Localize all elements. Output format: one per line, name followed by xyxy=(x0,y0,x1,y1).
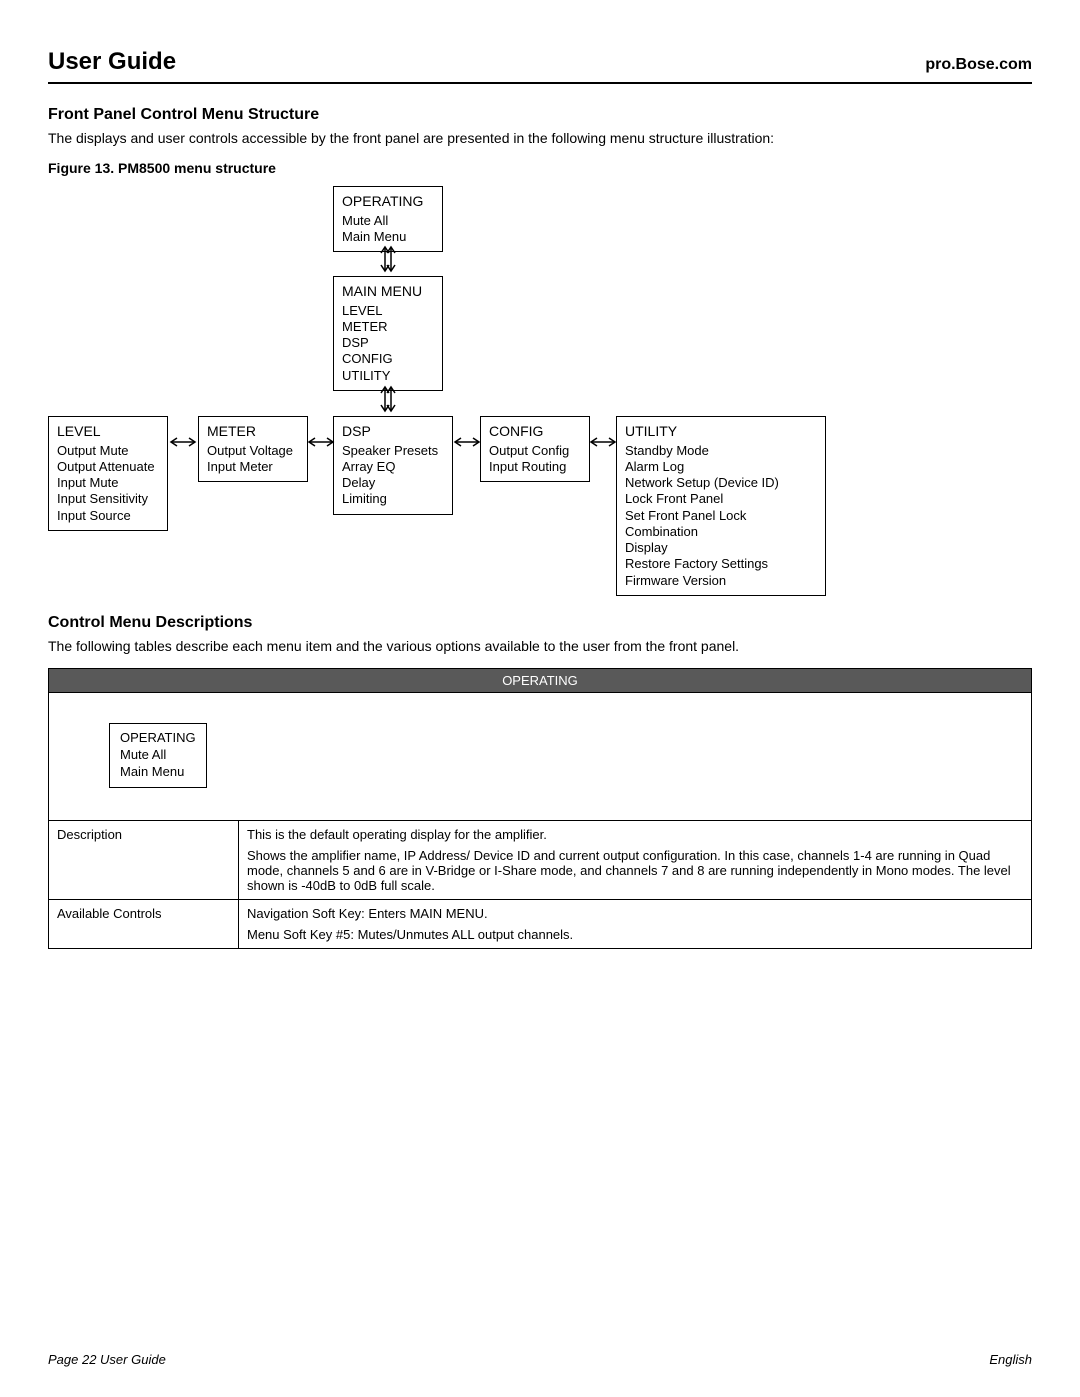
diagram-box-item: Delay xyxy=(342,475,444,491)
table-row-content: This is the default operating display fo… xyxy=(239,821,1032,900)
section2-text: The following tables describe each menu … xyxy=(48,638,1032,654)
diagram-box-item: Input Meter xyxy=(207,459,299,475)
diagram-box-item: Input Sensitivity xyxy=(57,491,159,507)
menu-structure-diagram: OPERATING Mute All Main Menu MAIN MENU L… xyxy=(48,186,1032,586)
diagram-box-item: LEVEL xyxy=(342,303,434,319)
diagram-box-item: Input Mute xyxy=(57,475,159,491)
diagram-box-title: OPERATING xyxy=(342,193,434,211)
table-row-label: Available Controls xyxy=(49,900,239,949)
diagram-box-item: Limiting xyxy=(342,491,444,507)
diagram-box-item: Standby Mode xyxy=(625,443,817,459)
diagram-box-item: Input Source xyxy=(57,508,159,524)
section1-text: The displays and user controls accessibl… xyxy=(48,130,1032,146)
double-arrow-horizontal-icon xyxy=(588,434,618,450)
diagram-box-title: MAIN MENU xyxy=(342,283,434,301)
diagram-box-mainmenu: MAIN MENU LEVEL METER DSP CONFIG UTILITY xyxy=(333,276,443,391)
section2-title: Control Menu Descriptions xyxy=(48,614,1032,632)
diagram-box-item: Speaker Presets xyxy=(342,443,444,459)
diagram-box-item: Output Mute xyxy=(57,443,159,459)
diagram-box-title: UTILITY xyxy=(625,423,817,441)
diagram-box-item: DSP xyxy=(342,335,434,351)
page-footer: Page 22 User Guide English xyxy=(48,1352,1032,1367)
diagram-box-item: UTILITY xyxy=(342,368,434,384)
diagram-box-item: Set Front Panel Lock Combination xyxy=(625,508,817,541)
diagram-box-title: METER xyxy=(207,423,299,441)
diagram-box-item: Array EQ xyxy=(342,459,444,475)
double-arrow-horizontal-icon xyxy=(306,434,336,450)
diagram-box-title: DSP xyxy=(342,423,444,441)
diagram-box-item: Input Routing xyxy=(489,459,581,475)
diagram-box-item: Output Config xyxy=(489,443,581,459)
mini-box-title: OPERATING xyxy=(120,730,196,747)
double-arrow-horizontal-icon xyxy=(452,434,482,450)
footer-right: English xyxy=(989,1352,1032,1367)
mini-box-item: Mute All xyxy=(120,747,196,764)
diagram-box-item: Restore Factory Settings xyxy=(625,556,817,572)
table-row-label: Description xyxy=(49,821,239,900)
diagram-box-operating: OPERATING Mute All Main Menu xyxy=(333,186,443,252)
diagram-box-level: LEVEL Output Mute Output Attenuate Input… xyxy=(48,416,168,531)
diagram-box-item: Firmware Version xyxy=(625,573,817,589)
diagram-box-title: CONFIG xyxy=(489,423,581,441)
diagram-box-item: Output Attenuate xyxy=(57,459,159,475)
diagram-box-utility: UTILITY Standby Mode Alarm Log Network S… xyxy=(616,416,826,596)
table-diagram-cell: OPERATING Mute All Main Menu xyxy=(49,693,1032,821)
table-header: OPERATING xyxy=(49,669,1032,693)
diagram-box-item: Alarm Log xyxy=(625,459,817,475)
diagram-box-item: Output Voltage xyxy=(207,443,299,459)
figure-caption: Figure 13. PM8500 menu structure xyxy=(48,160,1032,176)
double-arrow-horizontal-icon xyxy=(168,434,198,450)
diagram-box-title: LEVEL xyxy=(57,423,159,441)
table-row-para: This is the default operating display fo… xyxy=(247,827,1023,842)
table-row: Description This is the default operatin… xyxy=(49,821,1032,900)
diagram-box-item: Display xyxy=(625,540,817,556)
table-row-para: Navigation Soft Key: Enters MAIN MENU. xyxy=(247,906,1023,921)
diagram-box-item: Lock Front Panel xyxy=(625,491,817,507)
page-header: User Guide pro.Bose.com xyxy=(48,48,1032,84)
footer-left: Page 22 User Guide xyxy=(48,1352,166,1367)
double-arrow-vertical-icon xyxy=(378,244,398,274)
diagram-box-config: CONFIG Output Config Input Routing xyxy=(480,416,590,482)
header-title: User Guide xyxy=(48,48,176,76)
diagram-box-item: Main Menu xyxy=(342,229,434,245)
diagram-box-meter: METER Output Voltage Input Meter xyxy=(198,416,308,482)
table-row: Available Controls Navigation Soft Key: … xyxy=(49,900,1032,949)
diagram-box-item: Mute All xyxy=(342,213,434,229)
diagram-box-item: Network Setup (Device ID) xyxy=(625,475,817,491)
diagram-box-item: CONFIG xyxy=(342,351,434,367)
operating-table: OPERATING OPERATING Mute All Main Menu D… xyxy=(48,668,1032,949)
table-row-para: Menu Soft Key #5: Mutes/Unmutes ALL outp… xyxy=(247,927,1023,942)
operating-mini-box: OPERATING Mute All Main Menu xyxy=(109,723,207,788)
section1-title: Front Panel Control Menu Structure xyxy=(48,106,1032,124)
double-arrow-vertical-icon xyxy=(378,384,398,414)
table-row-content: Navigation Soft Key: Enters MAIN MENU. M… xyxy=(239,900,1032,949)
diagram-box-item: METER xyxy=(342,319,434,335)
mini-box-item: Main Menu xyxy=(120,764,196,781)
header-url: pro.Bose.com xyxy=(925,56,1032,74)
diagram-box-dsp: DSP Speaker Presets Array EQ Delay Limit… xyxy=(333,416,453,515)
table-row-para: Shows the amplifier name, IP Address/ De… xyxy=(247,848,1023,893)
